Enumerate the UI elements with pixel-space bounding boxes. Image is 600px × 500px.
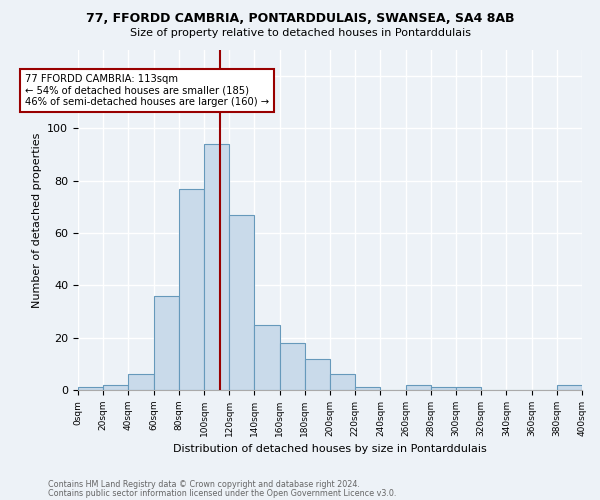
Text: 77, FFORDD CAMBRIA, PONTARDDULAIS, SWANSEA, SA4 8AB: 77, FFORDD CAMBRIA, PONTARDDULAIS, SWANS… — [86, 12, 514, 26]
Bar — [456, 388, 481, 390]
Bar — [128, 374, 154, 390]
Bar — [254, 324, 280, 390]
Bar — [431, 388, 456, 390]
Bar — [154, 296, 179, 390]
Bar — [330, 374, 355, 390]
Bar — [280, 343, 305, 390]
Text: Contains public sector information licensed under the Open Government Licence v3: Contains public sector information licen… — [48, 488, 397, 498]
Bar — [78, 388, 103, 390]
Y-axis label: Number of detached properties: Number of detached properties — [32, 132, 41, 308]
Bar — [355, 388, 380, 390]
Bar — [406, 385, 431, 390]
Bar — [103, 385, 128, 390]
Bar — [179, 188, 204, 390]
X-axis label: Distribution of detached houses by size in Pontarddulais: Distribution of detached houses by size … — [173, 444, 487, 454]
Text: Contains HM Land Registry data © Crown copyright and database right 2024.: Contains HM Land Registry data © Crown c… — [48, 480, 360, 489]
Text: Size of property relative to detached houses in Pontarddulais: Size of property relative to detached ho… — [130, 28, 470, 38]
Bar — [305, 358, 330, 390]
Bar — [204, 144, 229, 390]
Bar — [229, 215, 254, 390]
Text: 77 FFORDD CAMBRIA: 113sqm
← 54% of detached houses are smaller (185)
46% of semi: 77 FFORDD CAMBRIA: 113sqm ← 54% of detac… — [25, 74, 269, 106]
Bar — [557, 385, 582, 390]
